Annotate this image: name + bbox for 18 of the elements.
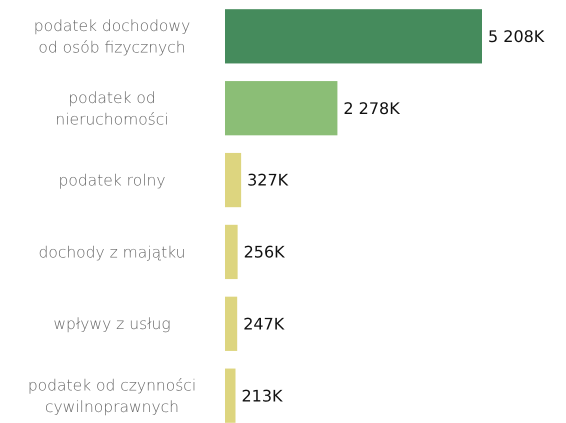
data-label: 256K <box>244 242 286 262</box>
data-label: 327K <box>247 170 289 190</box>
bar <box>225 9 482 64</box>
bar <box>225 296 238 351</box>
y-tick-label: dochody z majątku <box>38 243 186 262</box>
data-label: 247K <box>243 314 285 334</box>
bar <box>225 368 236 423</box>
y-tick-label: podatek rolny <box>58 171 166 190</box>
y-tick-label: podatek od czynności cywilnoprawnych <box>28 376 196 416</box>
data-label: 213K <box>242 386 284 406</box>
bar <box>225 152 242 208</box>
y-tick-label: podatek od nieruchomości <box>55 88 169 128</box>
y-tick-label: wpływy z usług <box>53 315 171 334</box>
data-label: 2 278K <box>343 98 400 118</box>
y-tick-label: podatek dochodowy od osób fizycznych <box>34 16 190 57</box>
bar <box>225 81 338 136</box>
data-label: 5 208K <box>488 26 545 46</box>
bar <box>225 224 238 280</box>
